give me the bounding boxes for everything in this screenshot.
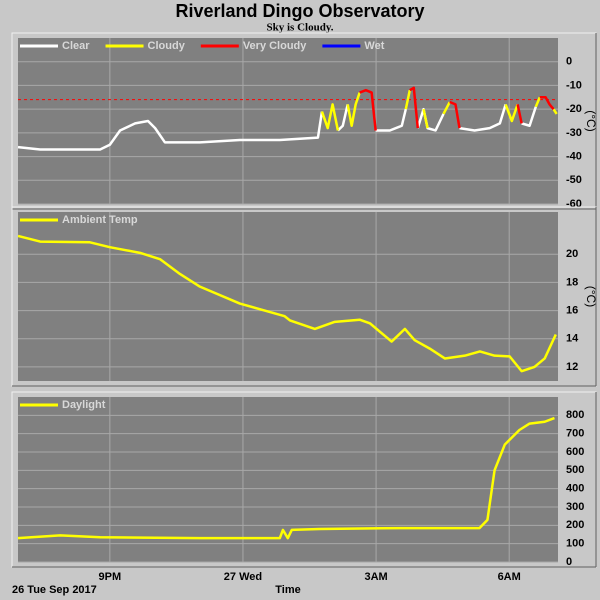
legend-label: Very Cloudy — [243, 40, 307, 52]
chart-title: Riverland Dingo Observatory — [175, 1, 424, 21]
x-tick-label: 9PM — [99, 571, 122, 583]
y-tick-label: -50 — [566, 174, 582, 186]
series-line — [539, 96, 555, 110]
y-tick-label: 800 — [566, 409, 584, 421]
legend-label: Daylight — [62, 399, 106, 411]
plot-area — [18, 397, 558, 562]
legend-label: Ambient Temp — [62, 214, 138, 226]
y-tick-label: -20 — [566, 103, 582, 115]
series-line — [346, 92, 361, 127]
series-line — [17, 111, 324, 151]
chart-subtitle: Sky is Cloudy. — [267, 22, 334, 34]
x-axis-label: Time — [275, 584, 300, 596]
y-tick-label: 18 — [566, 276, 578, 288]
series-line — [449, 100, 461, 129]
legend-label: Wet — [364, 40, 384, 52]
series-line — [359, 88, 377, 131]
y-axis-label: (°C) — [584, 110, 598, 131]
y-tick-label: 100 — [566, 538, 584, 550]
y-tick-label: 14 — [566, 333, 579, 345]
series-line — [504, 103, 519, 123]
y-tick-label: 12 — [566, 361, 578, 373]
y-tick-label: -30 — [566, 127, 582, 139]
y-tick-label: 600 — [566, 446, 584, 458]
y-tick-label: 700 — [566, 428, 584, 440]
y-tick-label: 400 — [566, 483, 584, 495]
series-line — [404, 89, 412, 110]
plot-area — [18, 212, 558, 381]
y-tick-label: -60 — [566, 198, 582, 210]
series-line — [521, 106, 538, 127]
date-annotation: 26 Tue Sep 2017 — [12, 584, 97, 596]
x-tick-label: 6AM — [498, 571, 521, 583]
series-line — [17, 416, 555, 540]
series-line — [552, 108, 558, 115]
series-line — [442, 101, 451, 115]
series-line — [337, 104, 349, 132]
y-tick-label: 500 — [566, 464, 584, 476]
x-tick-label: 3AM — [364, 571, 387, 583]
y-tick-label: 16 — [566, 304, 578, 316]
x-tick-label: 27 Wed — [224, 571, 262, 583]
y-tick-label: 300 — [566, 501, 584, 513]
y-axis-label: (°C) — [584, 286, 598, 307]
series-line — [375, 108, 408, 132]
y-tick-label: 0 — [566, 556, 572, 568]
y-tick-label: 20 — [566, 248, 578, 260]
series-line — [422, 108, 429, 129]
legend-label: Cloudy — [148, 40, 186, 52]
legend-label: Clear — [62, 40, 90, 52]
y-tick-label: -40 — [566, 150, 582, 162]
series-line — [516, 104, 523, 124]
series-line — [534, 96, 541, 108]
series-line — [459, 104, 507, 132]
series-line — [17, 234, 557, 373]
y-tick-label: -10 — [566, 79, 582, 91]
y-tick-label: 200 — [566, 519, 584, 531]
y-tick-label: 0 — [566, 56, 572, 68]
series-line — [320, 103, 340, 131]
series-line — [409, 86, 420, 129]
plot-area — [18, 38, 558, 204]
